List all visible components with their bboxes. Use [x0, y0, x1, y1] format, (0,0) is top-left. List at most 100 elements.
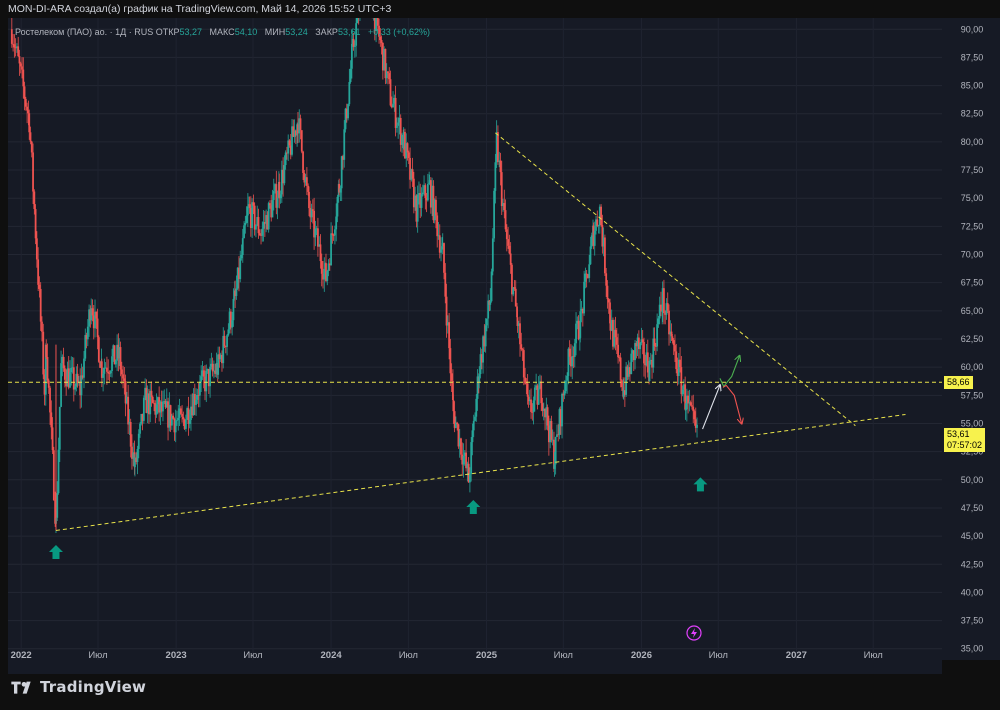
lightning-bolt-glyph	[691, 628, 697, 638]
candle-body	[568, 348, 571, 357]
candle-body	[149, 390, 152, 415]
candle-body	[404, 131, 406, 159]
candle-body	[390, 105, 393, 108]
candle-body	[16, 46, 18, 48]
y-tick-label: 55,00	[961, 418, 984, 428]
candle-body	[234, 290, 237, 296]
candle-body	[123, 378, 126, 382]
y-tick-label: 80,00	[961, 137, 984, 147]
candle-body	[135, 457, 138, 463]
candle-body	[52, 450, 55, 501]
candle-body	[56, 493, 59, 518]
candle-body	[376, 18, 379, 26]
y-tick-label: 57,50	[961, 390, 984, 400]
candle-body	[276, 197, 279, 208]
low-value: 53,24	[285, 27, 308, 37]
candle-body	[689, 402, 692, 406]
candle-body	[146, 393, 149, 413]
candle-body	[359, 0, 361, 16]
y-tick-label: 72,50	[961, 221, 984, 231]
candle-body	[344, 108, 347, 130]
candle-body	[622, 390, 625, 397]
candle-body	[222, 335, 225, 364]
candle-body	[332, 235, 335, 236]
high-value: 54,10	[234, 27, 258, 37]
candle-body	[581, 308, 584, 314]
candle-body	[424, 185, 427, 198]
candle-body	[479, 354, 482, 375]
candle-body	[267, 203, 270, 230]
candle-body	[335, 216, 338, 230]
candle-body	[421, 192, 424, 195]
tradingview-logo[interactable]: TradingView	[10, 678, 146, 696]
candle-body	[347, 104, 349, 119]
candle-body	[178, 408, 181, 418]
candle-body	[294, 130, 297, 136]
candle-body	[570, 356, 572, 367]
candle-body	[91, 308, 94, 316]
candle-body	[550, 421, 553, 440]
candle-body	[521, 349, 524, 351]
candle-body	[414, 195, 417, 208]
candle-body	[416, 194, 419, 222]
candle-body	[219, 354, 222, 360]
candle-body	[202, 370, 205, 377]
candle-body	[487, 300, 490, 319]
candle-body	[693, 411, 696, 420]
candle-body	[653, 338, 656, 347]
candle-body	[136, 449, 139, 463]
tradingview-logo-icon	[11, 681, 31, 694]
candle-body	[164, 401, 167, 408]
candle-body	[319, 244, 322, 262]
candle-body	[536, 385, 539, 405]
candle-body	[331, 233, 334, 236]
candle-body	[322, 273, 324, 280]
candle-body	[373, 9, 375, 18]
candle-body	[286, 152, 288, 154]
candle-body	[125, 396, 128, 404]
candle-body	[596, 219, 599, 226]
candle-body	[639, 342, 642, 350]
candle-body	[437, 235, 440, 237]
candle-body	[387, 71, 389, 74]
candle-body	[562, 393, 565, 396]
tradingview-wordmark: TradingView	[40, 678, 147, 696]
candle-body	[549, 421, 552, 443]
candle-body	[467, 463, 470, 483]
candle-body	[224, 346, 227, 348]
x-tick-label: Июл	[554, 650, 573, 661]
candle-body	[253, 205, 256, 230]
candle-body	[530, 399, 532, 412]
candle-body	[340, 156, 343, 189]
candle-body	[46, 356, 49, 381]
candle-body	[672, 340, 675, 346]
candle-body	[159, 401, 162, 413]
candle-body	[61, 356, 64, 364]
x-tick-label: 2026	[631, 650, 652, 661]
candle-body	[304, 177, 307, 183]
candle-body	[630, 353, 633, 375]
candle-body	[240, 254, 243, 259]
candle-body	[37, 259, 40, 285]
candle-body	[213, 370, 215, 372]
candle-body	[412, 178, 415, 208]
arrow-up-marker-icon	[466, 499, 481, 514]
candle-body	[485, 318, 488, 326]
candle-body	[198, 381, 201, 396]
candle-body	[139, 423, 141, 434]
candle-body	[635, 343, 638, 347]
candle-body	[384, 48, 387, 79]
candle-body	[410, 169, 413, 180]
candle-body	[131, 446, 133, 459]
open-label: ОТКР	[155, 27, 180, 37]
y-tick-label: 75,00	[961, 193, 984, 203]
candle-body	[409, 157, 411, 180]
candle-body	[232, 298, 235, 321]
last-price-tag: 53,61 07:57:02	[944, 428, 986, 453]
candle-body	[39, 288, 42, 322]
candle-body	[588, 264, 591, 278]
candle-body	[665, 303, 668, 315]
candle-body	[407, 152, 410, 158]
candle-body	[557, 434, 560, 436]
